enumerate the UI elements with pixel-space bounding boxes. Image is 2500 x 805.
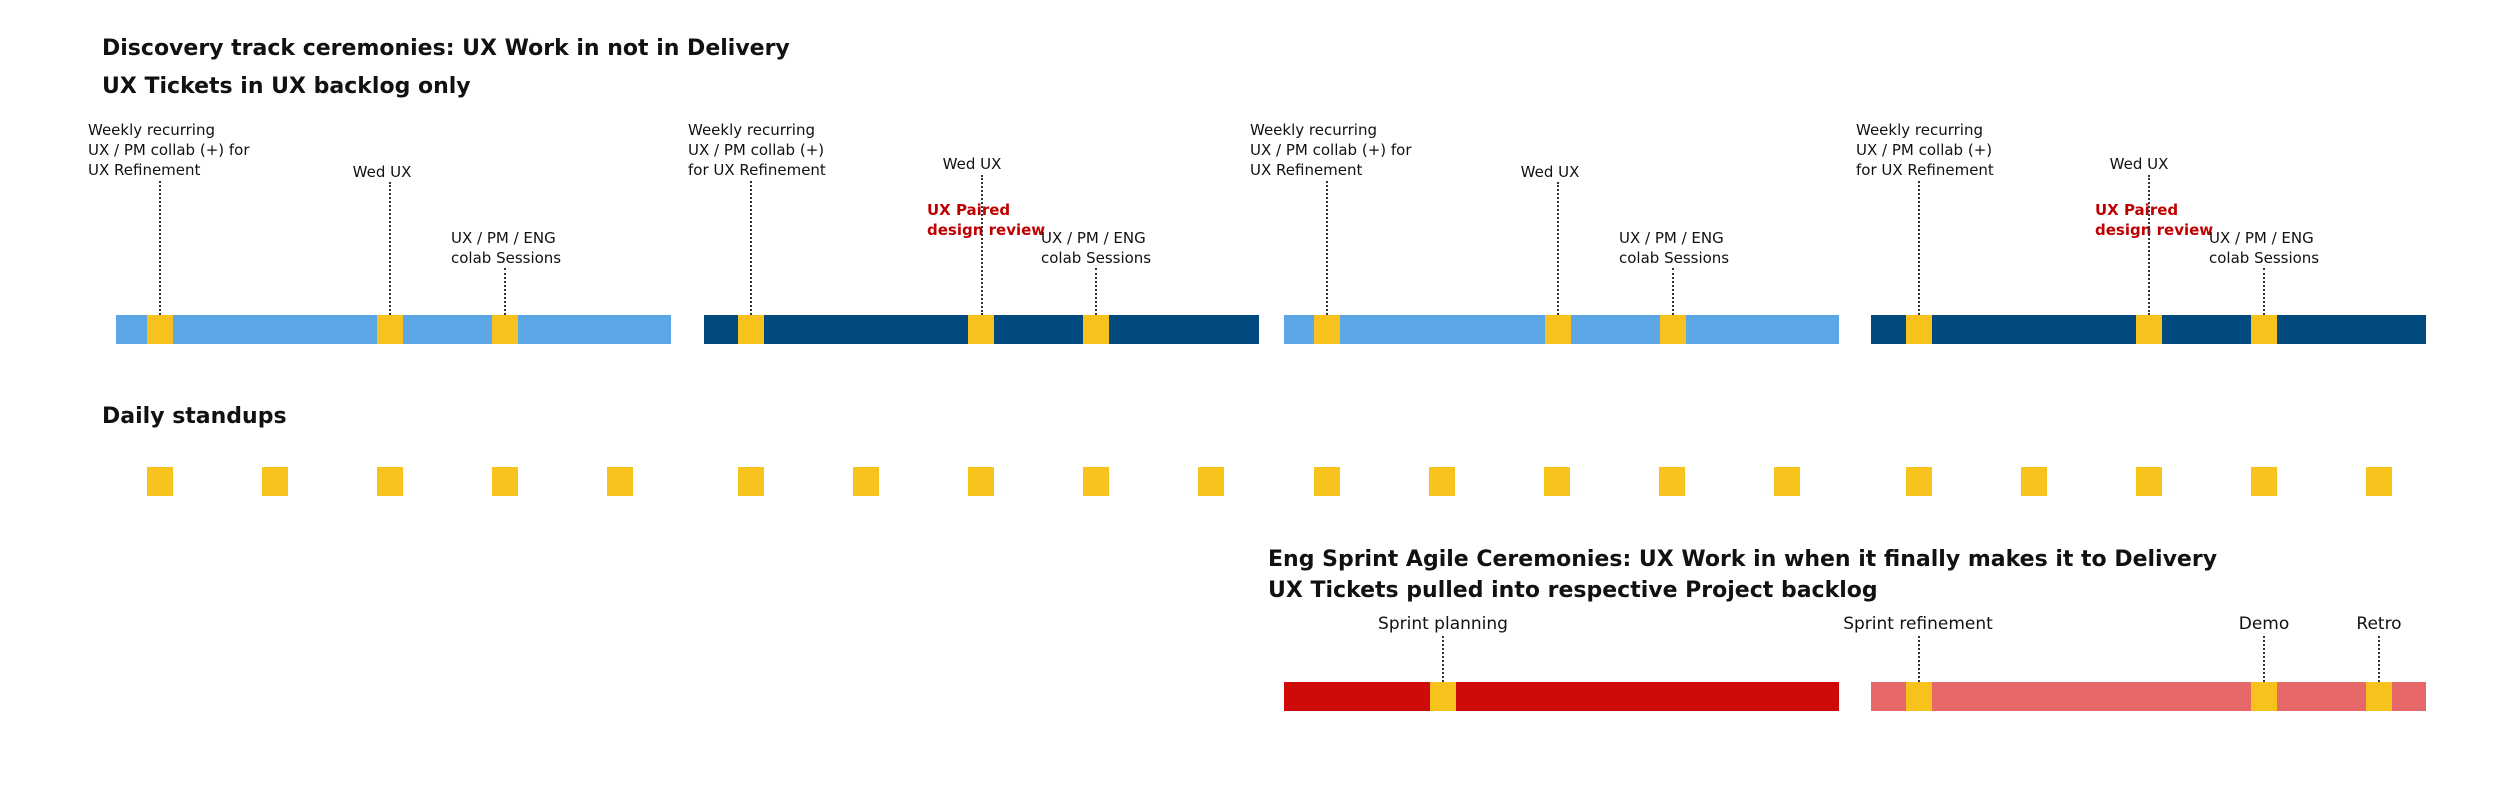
connector-weekly-3 [1326, 181, 1328, 315]
wed-ux-label-2: Wed UX [942, 155, 1002, 173]
standup-block [738, 467, 764, 496]
connector-colab-2 [1095, 268, 1097, 315]
connector-wed-2 [981, 175, 983, 315]
colab-sessions-label-1: UX / PM / ENG colab Sessions [451, 229, 562, 267]
weekly-refinement-label-1: Weekly recurring UX / PM collab (+) for … [88, 121, 250, 179]
connector-demo [2263, 636, 2265, 682]
standup-block [262, 467, 288, 496]
paired-review-label-2: UX Paired design review [2095, 201, 2214, 239]
ceremony-retro [2366, 682, 2392, 711]
ceremony-weekly-3 [1314, 315, 1340, 344]
ceremony-weekly-1 [147, 315, 173, 344]
standup-block [2366, 467, 2392, 496]
weekly-refinement-label-4: Weekly recurring UX / PM collab (+) for … [1856, 121, 1994, 179]
standup-block [1198, 467, 1224, 496]
weekly-refinement-label-3: Weekly recurring UX / PM collab (+) for … [1250, 121, 1412, 179]
standup-block [1429, 467, 1455, 496]
demo-label: Demo [2238, 614, 2290, 634]
sprint-subtitle: UX Tickets pulled into respective Projec… [1268, 578, 1878, 603]
ceremony-wed-1 [377, 315, 403, 344]
standup-block [1314, 467, 1340, 496]
ceremony-demo [2251, 682, 2277, 711]
ceremony-colab-1 [492, 315, 518, 344]
standup-block [1083, 467, 1109, 496]
connector-colab-1 [504, 268, 506, 315]
paired-review-label-1: UX Paired design review [927, 201, 1046, 239]
standup-block [1906, 467, 1932, 496]
sprint-bar-2 [1871, 682, 2426, 711]
standup-block [492, 467, 518, 496]
colab-sessions-label-3: UX / PM / ENG colab Sessions [1619, 229, 1730, 267]
sprint-planning-label: Sprint planning [1378, 614, 1508, 634]
connector-refinement [1918, 636, 1920, 682]
standup-block [1659, 467, 1685, 496]
ceremony-review-2 [2136, 315, 2162, 344]
standup-block [1774, 467, 1800, 496]
sprint-refinement-label: Sprint refinement [1843, 614, 1993, 634]
wed-ux-label-4: Wed UX [2109, 155, 2169, 173]
connector-weekly-2 [750, 181, 752, 315]
ceremony-sprint-refinement [1906, 682, 1932, 711]
ceremony-weekly-4 [1906, 315, 1932, 344]
standup-block [968, 467, 994, 496]
ceremony-colab-2 [1083, 315, 1109, 344]
standups-title: Daily standups [102, 404, 287, 429]
wed-ux-label-3: Wed UX [1520, 163, 1580, 181]
connector-wed-1 [389, 182, 391, 315]
connector-weekly-1 [159, 181, 161, 315]
colab-sessions-label-2: UX / PM / ENG colab Sessions [1041, 229, 1152, 267]
ceremony-weekly-2 [738, 315, 764, 344]
connector-weekly-4 [1918, 181, 1920, 315]
discovery-title: Discovery track ceremonies: UX Work in n… [102, 36, 790, 61]
sprint-title: Eng Sprint Agile Ceremonies: UX Work in … [1268, 547, 2218, 572]
connector-colab-4 [2263, 268, 2265, 315]
ceremony-colab-4 [2251, 315, 2277, 344]
standup-block [853, 467, 879, 496]
ceremony-sprint-planning [1430, 682, 1456, 711]
standup-block [2136, 467, 2162, 496]
connector-wed-3 [1557, 182, 1559, 315]
ceremony-review-1 [968, 315, 994, 344]
standup-block [607, 467, 633, 496]
connector-colab-3 [1672, 268, 1674, 315]
retro-label: Retro [2356, 614, 2402, 634]
standup-block [147, 467, 173, 496]
colab-sessions-label-4: UX / PM / ENG colab Sessions [2209, 229, 2320, 267]
wed-ux-label-1: Wed UX [352, 163, 412, 181]
standup-block [2251, 467, 2277, 496]
connector-wed-4 [2148, 175, 2150, 315]
weekly-refinement-label-2: Weekly recurring UX / PM collab (+) for … [688, 121, 826, 179]
standup-block [377, 467, 403, 496]
sprint-bar-1 [1284, 682, 1839, 711]
discovery-subtitle: UX Tickets in UX backlog only [102, 74, 471, 99]
standup-block [2021, 467, 2047, 496]
ceremony-wed-3 [1545, 315, 1571, 344]
connector-retro [2378, 636, 2380, 682]
standup-block [1544, 467, 1570, 496]
connector-planning [1442, 636, 1444, 682]
ceremony-colab-3 [1660, 315, 1686, 344]
